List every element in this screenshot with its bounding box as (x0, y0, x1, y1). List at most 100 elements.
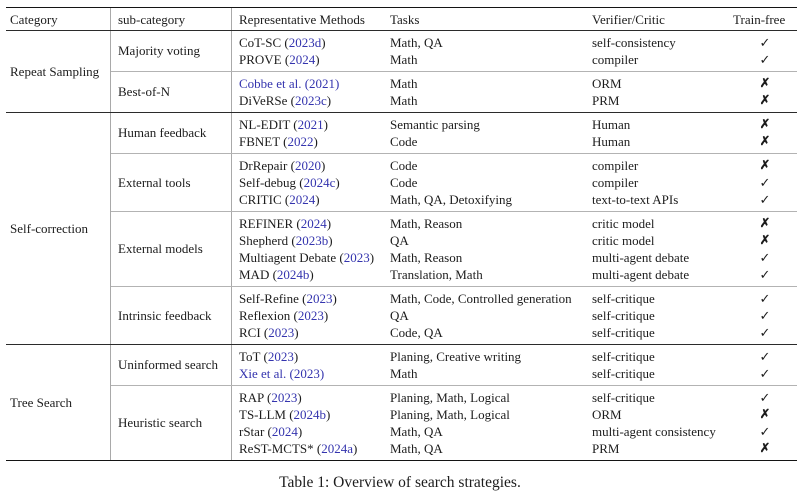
citation-link[interactable]: 2024c (303, 175, 336, 190)
check-icon: ✓ (759, 366, 771, 381)
table-row: CoT-SC (2023d) Math, QA self-consistency ✓ (232, 34, 797, 51)
search-strategies-table: Category sub-category Representative Met… (6, 7, 797, 461)
citation-link[interactable]: 2023 (267, 349, 294, 364)
column-header-methods: Representative Methods (239, 11, 365, 27)
tasks-cell: Planing, Creative writing (390, 349, 522, 364)
method-cell: NL-EDIT (2021) (232, 116, 390, 133)
verifier-cell: self-critique (592, 366, 655, 381)
check-icon: ✓ (759, 349, 771, 364)
subcategory-cell: Intrinsic feedback (111, 287, 232, 344)
method-name-paren: ) (297, 390, 302, 405)
cross-icon: ✗ (759, 216, 771, 230)
subcategory-block: Majority voting CoT-SC (2023d) Math, QA sel… (111, 31, 797, 71)
method-lines: RAP (2023) Planing, Math, Logical self-cri… (232, 386, 797, 460)
check-icon: ✓ (759, 308, 771, 323)
subcategory-block: Human feedback NL-EDIT (2021) Semantic par… (111, 113, 797, 153)
method-name-paren: ) (328, 233, 333, 248)
table-row: ToT (2023) Planing, Creative writing self-… (232, 348, 797, 365)
method-name: NL-EDIT ( (239, 117, 298, 132)
citation-link[interactable]: 2024 (289, 192, 316, 207)
method-lines: NL-EDIT (2021) Semantic parsing Human ✗ FBNE… (232, 113, 797, 153)
method-lines: Cobbe et al. (2021) Math ORM ✗ DiVeRSe (2023… (232, 72, 797, 112)
citation-link[interactable]: 2021 (297, 117, 324, 132)
citation-link[interactable]: 2023d (288, 35, 322, 50)
citation-link[interactable]: 2023 (343, 250, 370, 265)
table-row: Shepherd (2023b) QA critic model ✗ (232, 232, 797, 249)
verifier-cell: multi-agent debate (592, 267, 690, 282)
cross-icon: ✗ (759, 93, 771, 107)
tasks-cell: Code (390, 134, 418, 149)
tasks-cell: Math, QA (390, 441, 443, 456)
citation-link[interactable]: 2023 (268, 325, 295, 340)
tasks-cell: Code (390, 175, 418, 190)
category-cell: Tree Search (6, 345, 111, 460)
table-body: Repeat Sampling Majority voting CoT-SC (20… (6, 31, 797, 460)
method-name-paren: ) (309, 267, 314, 282)
citation-link[interactable]: 2024a (321, 441, 354, 456)
subcategory-cell: Uninformed search (111, 345, 232, 385)
citation-link[interactable]: 2024 (300, 216, 327, 231)
table-row: DiVeRSe (2023c) Math PRM ✗ (232, 92, 797, 109)
verifier-cell: compiler (592, 158, 639, 173)
verifier-cell: ORM (592, 407, 622, 422)
cross-icon: ✗ (759, 117, 771, 131)
method-name: rStar ( (239, 424, 272, 439)
method-name: Multiagent Debate ( (239, 250, 344, 265)
table-row: CRITIC (2024) Math, QA, Detoxifying text-t… (232, 191, 797, 208)
tasks-cell: Code (390, 158, 418, 173)
citation-link[interactable]: 2024 (271, 424, 298, 439)
check-icon: ✓ (759, 250, 771, 265)
citation-link[interactable]: 2022 (287, 134, 314, 149)
method-name-paren: ) (323, 117, 328, 132)
citation-link[interactable]: 2023b (295, 233, 329, 248)
table-row: FBNET (2022) Code Human ✗ (232, 133, 797, 150)
verifier-cell: compiler (592, 52, 639, 67)
method-name: PROVE ( (239, 52, 290, 67)
citation-link[interactable]: 2023c (294, 93, 327, 108)
verifier-cell: multi-agent consistency (592, 424, 716, 439)
check-icon: ✓ (759, 325, 771, 340)
citation-link[interactable]: Xie et al. (2023) (239, 366, 325, 381)
table-row: DrRepair (2020) Code compiler ✗ (232, 157, 797, 174)
category-cell: Self-correction (6, 113, 111, 344)
method-name-paren: ) (297, 424, 303, 439)
method-cell: TS-LLM (2024b) (232, 406, 390, 423)
method-cell: Self-Refine (2023) (232, 290, 390, 307)
table-row: RAP (2023) Planing, Math, Logical self-cri… (232, 389, 797, 406)
subcategory-block: Uninformed search ToT (2023) Planing, Crea… (111, 345, 797, 385)
citation-link[interactable]: 2023 (297, 308, 324, 323)
table-row: rStar (2024) Math, QA multi-agent consiste… (232, 423, 797, 440)
column-header-tasks: Tasks (390, 11, 420, 27)
tasks-cell: Code, QA (390, 325, 443, 340)
citation-link[interactable]: 2023 (306, 291, 333, 306)
citation-link[interactable]: 2024b (276, 267, 310, 282)
citation-link[interactable]: 2020 (294, 158, 321, 173)
citation-link[interactable]: 2023 (271, 390, 298, 405)
tasks-cell: Translation, Math (390, 267, 483, 282)
method-name: RCI ( (239, 325, 269, 340)
table-row: Self-debug (2024c) Code compiler ✓ (232, 174, 797, 191)
method-cell: CoT-SC (2023d) (232, 34, 390, 51)
method-cell: CRITIC (2024) (232, 191, 390, 208)
table-row: MAD (2024b) Translation, Math multi-agent … (232, 266, 797, 283)
citation-link[interactable]: Cobbe et al. (2021) (239, 76, 340, 91)
method-name: Self-Refine ( (239, 291, 307, 306)
method-name-paren: ) (353, 441, 358, 456)
table-row: Reflexion (2023) QA self-critique ✓ (232, 307, 797, 324)
verifier-cell: Human (592, 117, 631, 132)
method-lines: Self-Refine (2023) Math, Code, Controlled… (232, 287, 797, 344)
method-name: TS-LLM ( (239, 407, 294, 422)
cross-icon: ✗ (759, 134, 771, 148)
method-name-paren: ) (332, 291, 337, 306)
check-icon: ✓ (759, 291, 771, 306)
method-cell: Multiagent Debate (2023) (232, 249, 390, 266)
method-name: CoT-SC ( (239, 35, 289, 50)
method-name: CRITIC ( (239, 192, 290, 207)
table-caption: Table 1: Overview of search strategies. (279, 474, 521, 491)
verifier-cell: self-critique (592, 325, 655, 340)
citation-link[interactable]: 2024 (289, 52, 316, 67)
method-name: Self-debug ( (239, 175, 304, 190)
tasks-cell: Math (390, 76, 418, 91)
method-name: DiVeRSe ( (239, 93, 295, 108)
citation-link[interactable]: 2024b (293, 407, 327, 422)
